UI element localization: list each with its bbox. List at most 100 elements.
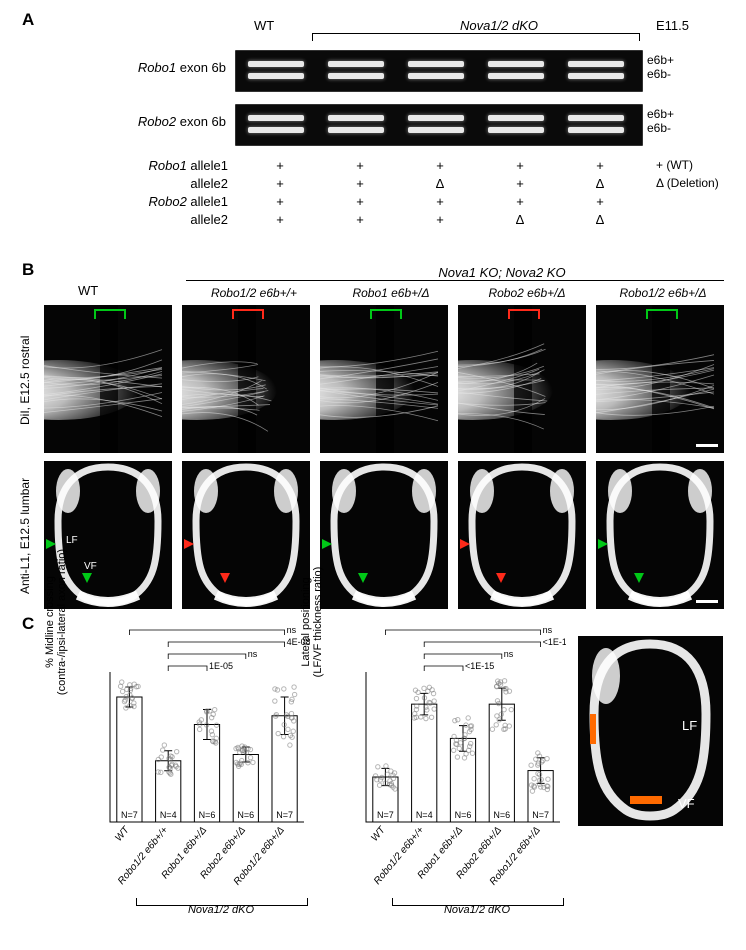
svg-text:ns: ns bbox=[248, 649, 258, 659]
allele-row-label: Robo2 allele1 bbox=[60, 194, 228, 209]
svg-text:ns: ns bbox=[504, 649, 514, 659]
allele-cell: + bbox=[490, 158, 550, 173]
panel-a-headers: WT Nova1/2 dKO E11.5 bbox=[60, 14, 680, 40]
allele-row: Robo2 allele1 + + + + + bbox=[60, 194, 680, 212]
allele-cell: + bbox=[410, 158, 470, 173]
gel-band-label: e6b+ bbox=[647, 108, 703, 120]
panel-b-row1-label: DiI, E12.5 rostral bbox=[18, 305, 34, 455]
panel-b-subheader: Robo2 e6b+/Δ bbox=[462, 286, 592, 300]
vf-arrow bbox=[634, 573, 644, 583]
inset-vf-label: VF bbox=[678, 796, 695, 811]
gel-band bbox=[248, 73, 304, 79]
gel-band bbox=[488, 73, 544, 79]
svg-text:N=6: N=6 bbox=[199, 810, 216, 820]
panel-a-gel-row: Robo2 exon 6be6b+e6b- bbox=[60, 100, 680, 148]
allele-cell: + bbox=[570, 194, 630, 209]
allele-cell: + bbox=[330, 158, 390, 173]
allele-cell: + bbox=[410, 212, 470, 227]
allele-row-label: allele2 bbox=[60, 176, 228, 191]
panel-c-letter: C bbox=[22, 614, 34, 634]
allele-row: allele2+++ΔΔ bbox=[60, 212, 680, 230]
micrograph-dii bbox=[458, 305, 586, 453]
scale-bar bbox=[696, 600, 718, 603]
panel-c-chart-lateral: Lateral positioning (LF/VF thickness rat… bbox=[336, 612, 566, 912]
panel-b-row-dii: DiI, E12.5 rostral bbox=[40, 305, 724, 455]
allele-row: Robo1 allele1++++++ (WT) bbox=[60, 158, 680, 176]
gel-band bbox=[568, 115, 624, 121]
micrograph-l1 bbox=[320, 461, 448, 609]
scale-bar bbox=[696, 444, 718, 447]
gel-band bbox=[328, 115, 384, 121]
allele-cell: + bbox=[330, 194, 390, 209]
panel-a-gel-box bbox=[235, 50, 643, 92]
panel-c-chart-left-title2: (contra-/ipsi-lateral axon ratio) bbox=[56, 549, 68, 695]
svg-text:N=6: N=6 bbox=[237, 810, 254, 820]
allele-cell: + bbox=[330, 212, 390, 227]
panel-b-subheader: Robo1/2 e6b+/+ bbox=[189, 286, 319, 300]
midline-bracket bbox=[94, 309, 126, 319]
panel-b: WT Nova1 KO; Nova2 KO Robo1/2 e6b+/+Robo… bbox=[40, 265, 724, 611]
allele-row: allele2++Δ+ΔΔ (Deletion) bbox=[60, 176, 680, 194]
svg-text:N=6: N=6 bbox=[493, 810, 510, 820]
allele-cell: + bbox=[410, 194, 470, 209]
panel-c: % Midline crossing (contra-/ipsi-lateral… bbox=[50, 612, 730, 932]
svg-text:WT: WT bbox=[369, 824, 388, 844]
gel-band bbox=[408, 115, 464, 121]
micrograph-dii bbox=[44, 305, 172, 453]
lf-arrow bbox=[598, 539, 608, 549]
allele-row-label: allele2 bbox=[60, 212, 228, 227]
gel-band bbox=[488, 61, 544, 67]
allele-legend: + (WT) bbox=[656, 158, 693, 172]
gel-band bbox=[248, 61, 304, 67]
inset-lf-label: LF bbox=[682, 718, 697, 733]
gel-band bbox=[408, 61, 464, 67]
allele-cell: Δ bbox=[490, 212, 550, 227]
panel-c-chart-left-title: % Midline crossing (contra-/ipsi-lateral… bbox=[44, 542, 68, 702]
panel-b-subheader: Robo1/2 e6b+/Δ bbox=[598, 286, 728, 300]
panel-c-inset-image: LF VF bbox=[578, 636, 723, 826]
gel-band bbox=[328, 73, 384, 79]
panel-c-chart-right-title2: (LF/VF thickness ratio) bbox=[312, 567, 324, 678]
panel-b-row2-label: Anti-L1, E12.5 lumbar bbox=[18, 461, 34, 611]
allele-cell: + bbox=[250, 176, 310, 191]
panel-c-chart-left-title1: % Midline crossing bbox=[44, 576, 56, 668]
micrograph-l1 bbox=[182, 461, 310, 609]
micrograph-l1 bbox=[596, 461, 724, 609]
panel-a-header-wt: WT bbox=[254, 18, 274, 33]
panel-a-gel-label: Robo2 exon 6b bbox=[56, 114, 226, 129]
panel-b-header-ko: Nova1 KO; Nova2 KO bbox=[270, 265, 734, 280]
panel-a-gel-box bbox=[235, 104, 643, 146]
micrograph-dii bbox=[596, 305, 724, 453]
gel-band bbox=[408, 73, 464, 79]
vf-arrow bbox=[82, 573, 92, 583]
allele-cell: + bbox=[250, 194, 310, 209]
gel-band bbox=[248, 115, 304, 121]
vf-arrow bbox=[358, 573, 368, 583]
panel-b-letter: B bbox=[22, 260, 34, 280]
panel-c-dko-label-left: Nova1/2 dKO bbox=[136, 904, 306, 916]
svg-text:WT: WT bbox=[113, 824, 132, 844]
panel-a-gel-row: Robo1 exon 6be6b+e6b- bbox=[60, 46, 680, 94]
midline-bracket bbox=[508, 309, 540, 319]
svg-text:N=4: N=4 bbox=[160, 810, 177, 820]
midline-bracket bbox=[646, 309, 678, 319]
allele-cell: + bbox=[250, 158, 310, 173]
svg-text:N=7: N=7 bbox=[121, 810, 138, 820]
allele-row-label: Robo1 allele1 bbox=[60, 158, 228, 173]
gel-band bbox=[568, 61, 624, 67]
panel-b-header-wt: WT bbox=[78, 283, 98, 298]
vf-arrow bbox=[496, 573, 506, 583]
panel-c-chart-right-title: Lateral positioning (LF/VF thickness rat… bbox=[300, 542, 324, 702]
allele-cell: + bbox=[490, 176, 550, 191]
panel-a-gels: Robo1 exon 6be6b+e6b- Robo2 exon 6be6b+e6… bbox=[60, 46, 680, 148]
allele-cell: Δ bbox=[570, 212, 630, 227]
allele-cell: + bbox=[490, 194, 550, 209]
gel-band bbox=[248, 127, 304, 133]
panel-c-chart-midline: % Midline crossing (contra-/ipsi-lateral… bbox=[80, 612, 310, 912]
midline-bracket bbox=[370, 309, 402, 319]
panel-b-headers: WT Nova1 KO; Nova2 KO Robo1/2 e6b+/+Robo… bbox=[40, 265, 724, 305]
midline-bracket bbox=[232, 309, 264, 319]
svg-text:<1E-15: <1E-15 bbox=[543, 637, 566, 647]
vf-label: VF bbox=[84, 561, 97, 572]
gel-band bbox=[488, 115, 544, 121]
